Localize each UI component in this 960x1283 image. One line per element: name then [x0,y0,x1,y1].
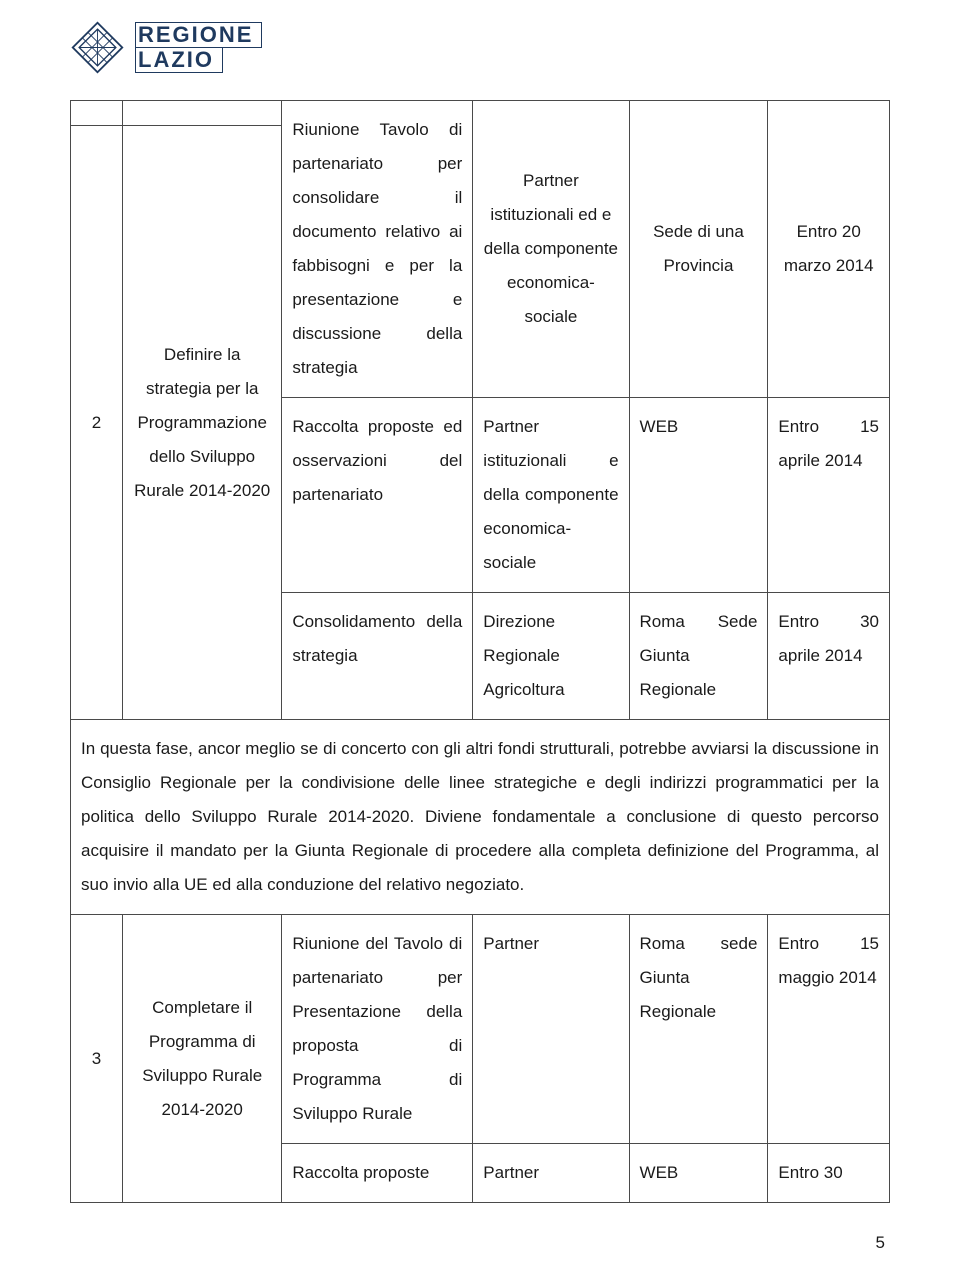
cell-phase-num: 3 [71,915,123,1203]
phases-table: Riunione Tavolo di partenariato per cons… [70,100,890,1203]
cell-when: Entro 15 aprile 2014 [768,398,890,593]
cell-where: Sede di una Provincia [629,101,768,398]
cell-activity: Riunione Tavolo di partenariato per cons… [282,101,473,398]
cell-who: Direzione Regionale Agricoltura [473,593,629,720]
page-number: 5 [70,1233,890,1253]
cell-empty [123,101,282,126]
cell-phase-title: Definire la strategia per la Programmazi… [123,126,282,720]
cell-when: Entro 30 aprile 2014 [768,593,890,720]
logo-text: REGIONE LAZIO [135,22,262,73]
cell-when: Entro 20 marzo 2014 [768,101,890,398]
cell-where: WEB [629,398,768,593]
cell-activity: Raccolta proposte ed osservazioni del pa… [282,398,473,593]
region-emblem-icon [70,20,125,75]
cell-activity: Riunione del Tavolo di partenariato per … [282,915,473,1144]
logo: REGIONE LAZIO [70,20,890,75]
cell-activity: Raccolta proposte [282,1144,473,1203]
cell-description: In questa fase, ancor meglio se di conce… [71,720,890,915]
cell-where: Roma sede Giunta Regionale [629,915,768,1144]
cell-when: Entro 30 [768,1144,890,1203]
table-desc-row: In questa fase, ancor meglio se di conce… [71,720,890,915]
logo-line1: REGIONE [135,22,262,48]
cell-who: Partner [473,915,629,1144]
cell-phase-num: 2 [71,126,123,720]
cell-activity: Consolidamento della strategia [282,593,473,720]
cell-where: WEB [629,1144,768,1203]
table-row: Riunione Tavolo di partenariato per cons… [71,101,890,126]
cell-where: Roma Sede Giunta Regionale [629,593,768,720]
cell-who: Partner istituzionali ed e della compone… [473,101,629,398]
cell-empty [71,101,123,126]
cell-when: Entro 15 maggio 2014 [768,915,890,1144]
cell-who: Partner istituzionali e della componente… [473,398,629,593]
logo-line2: LAZIO [135,48,223,73]
cell-who: Partner [473,1144,629,1203]
cell-phase-title: Completare il Programma di Sviluppo Rura… [123,915,282,1203]
table-row: 3 Completare il Programma di Sviluppo Ru… [71,915,890,1144]
